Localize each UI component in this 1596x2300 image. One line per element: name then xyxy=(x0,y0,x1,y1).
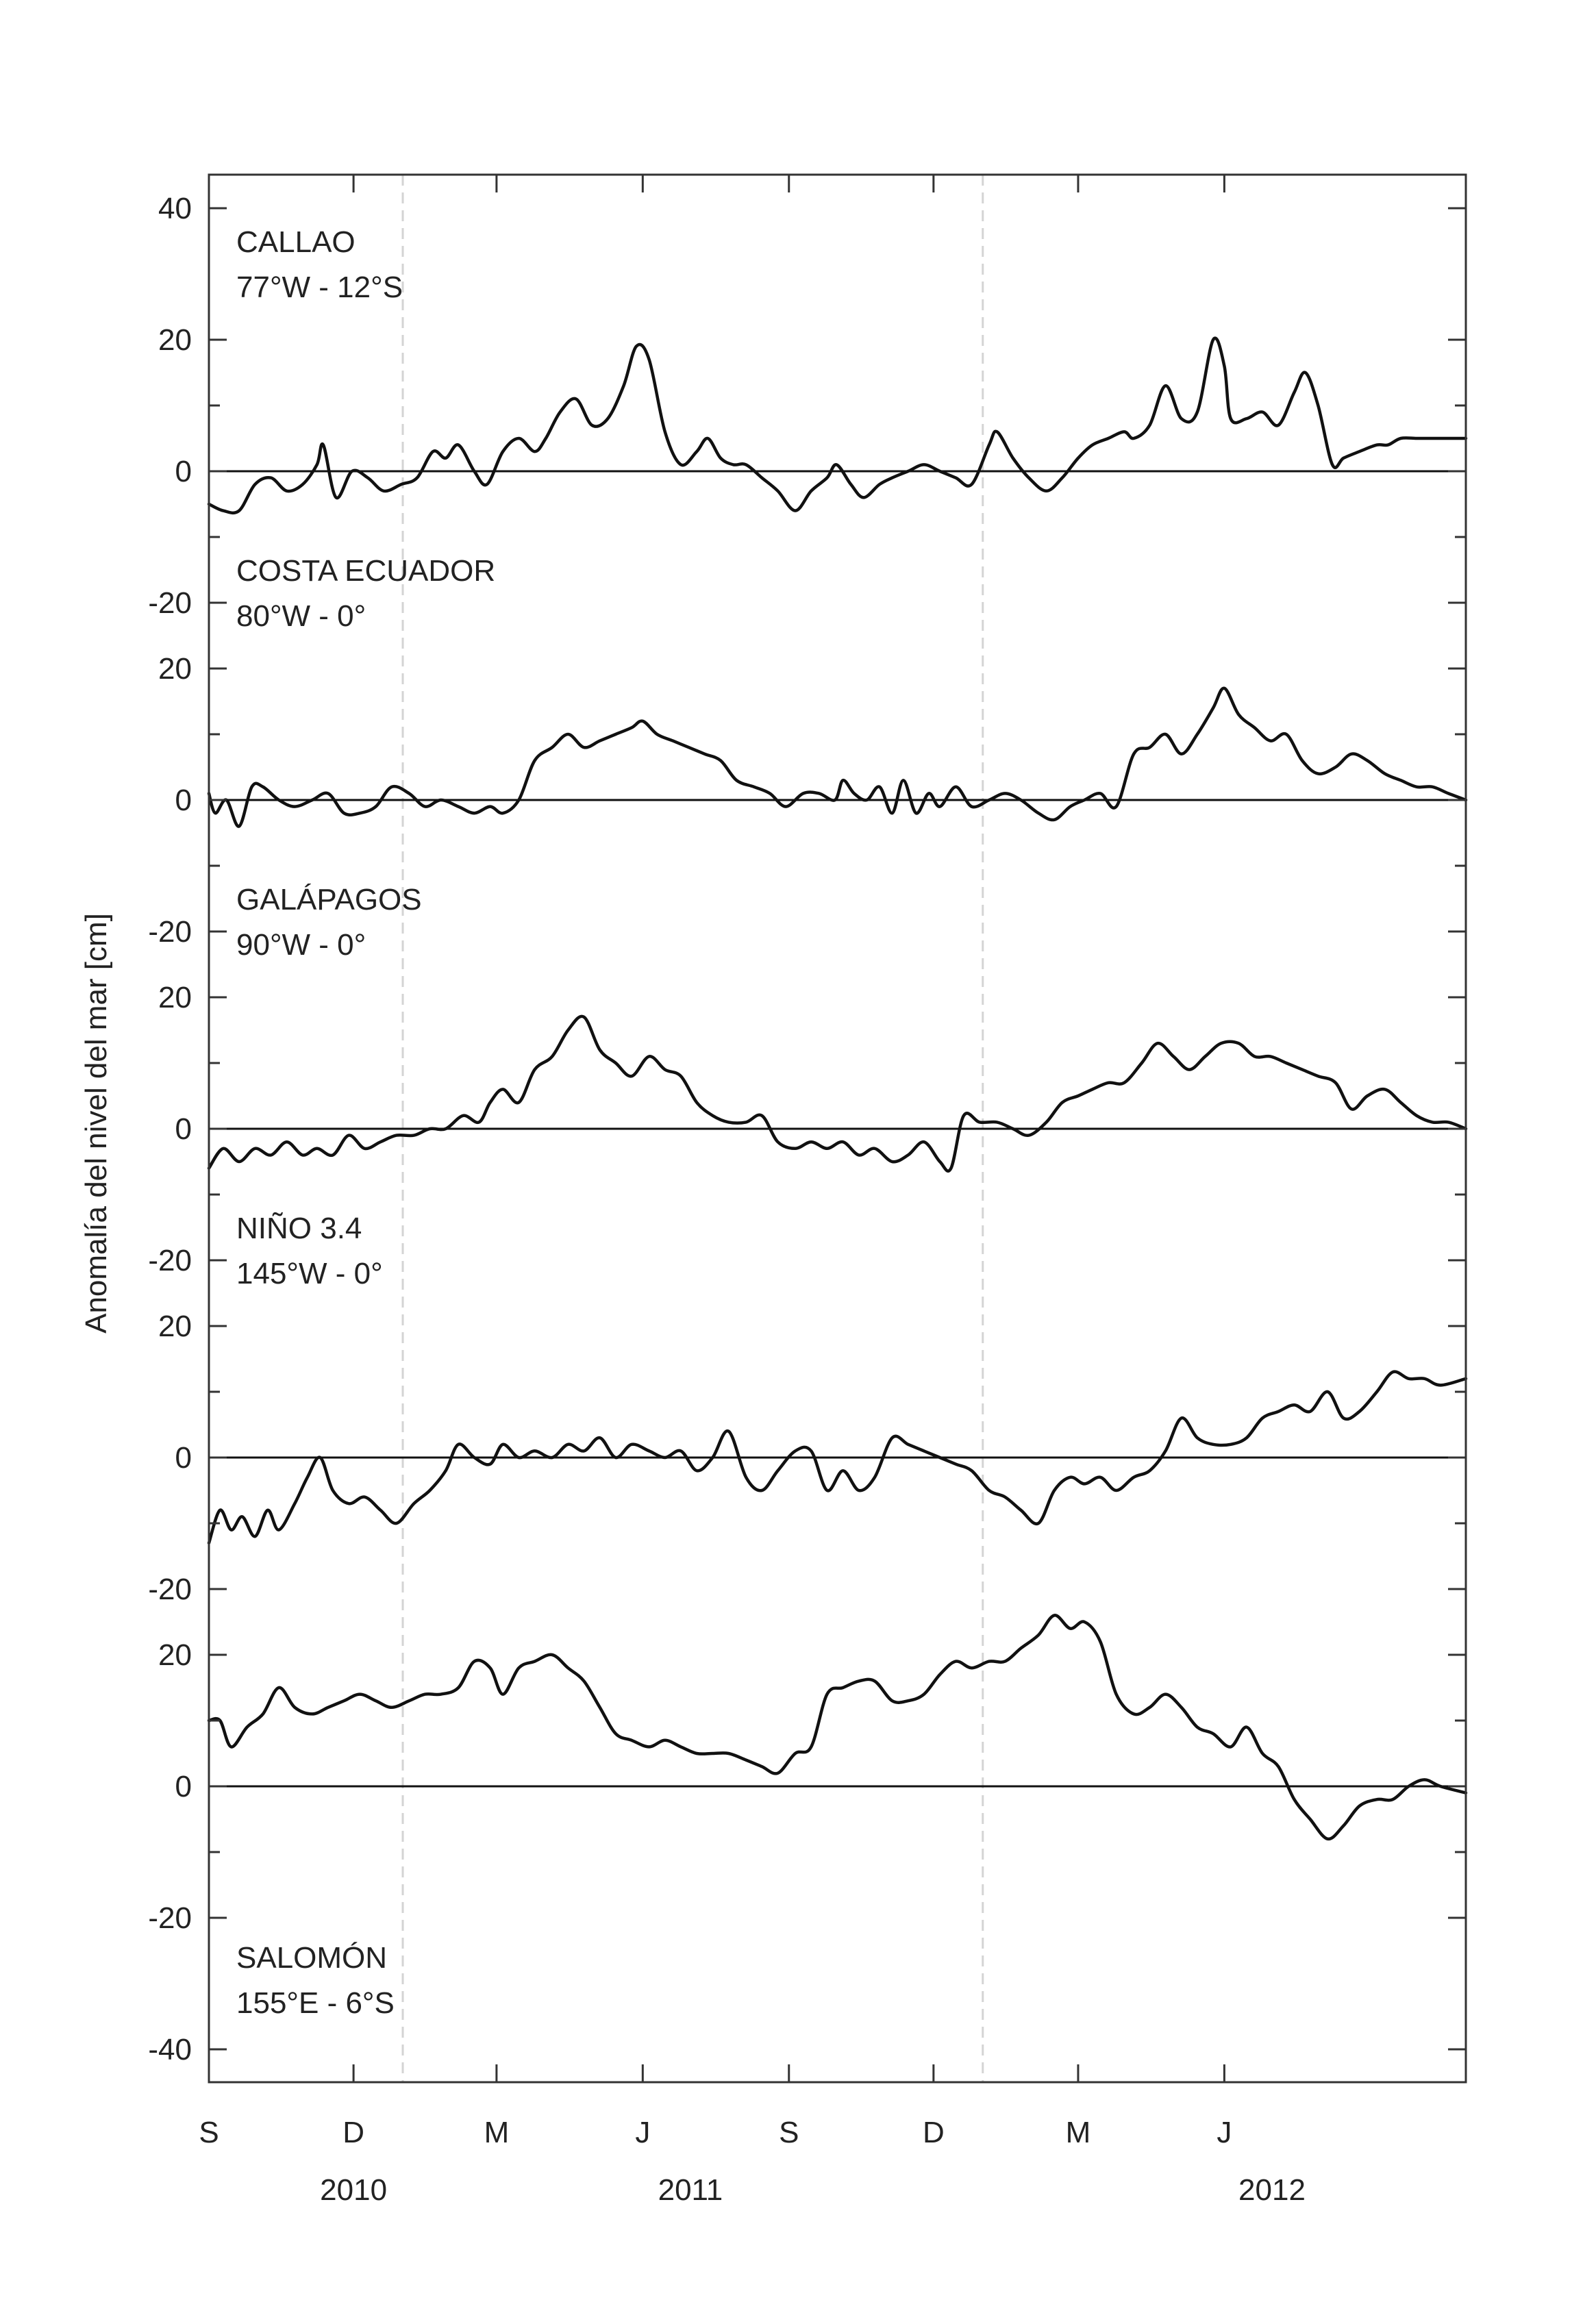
y-tick-label: -20 xyxy=(148,915,192,949)
panel-labels: CALLAO 77°W - 12°S COSTA ECUADOR 80°W - 0° G… xyxy=(236,225,495,2020)
x-tick-label: J xyxy=(635,2116,650,2149)
panel-name: GALÁPAGOS xyxy=(236,883,422,916)
panel-coords: 155°E - 6°S xyxy=(236,1986,395,2020)
series-line-1 xyxy=(207,336,1468,515)
series-line-2 xyxy=(207,686,1468,828)
panel-coords: 90°W - 0° xyxy=(236,928,366,962)
x-tick-label: D xyxy=(342,2116,364,2149)
series-lines xyxy=(207,336,1468,1841)
y-tick-label: 0 xyxy=(175,1441,192,1475)
x-tick-label: M xyxy=(1066,2116,1091,2149)
panel-name: NIÑO 3.4 xyxy=(236,1211,362,1245)
x-tick-label: M xyxy=(484,2116,510,2149)
panel-name: SALOMÓN xyxy=(236,1941,387,1975)
series-line-5 xyxy=(207,1614,1468,1841)
y-tick-label: 20 xyxy=(158,323,192,357)
y-tick-label: 0 xyxy=(175,455,192,488)
series-line-3 xyxy=(207,1014,1468,1173)
y-tick-label: 0 xyxy=(175,784,192,817)
panel-coords: 145°W - 0° xyxy=(236,1257,383,1290)
year-label: 2012 xyxy=(1238,2173,1306,2207)
y-tick-label: 0 xyxy=(175,1112,192,1146)
year-labels: 2010 2011 2012 xyxy=(320,2173,1306,2207)
panel-name: COSTA ECUADOR xyxy=(236,554,495,588)
y-tick-label: -20 xyxy=(148,1244,192,1277)
year-label: 2011 xyxy=(658,2173,723,2207)
y-tick-label: 0 xyxy=(175,1770,192,1803)
y-tick-label: 20 xyxy=(158,981,192,1014)
panel-coords: 80°W - 0° xyxy=(236,599,366,633)
y-tick-label: -40 xyxy=(148,2033,192,2066)
x-tick-label: S xyxy=(779,2116,799,2149)
y-axis-label: Anomalía del nivel del mar [cm] xyxy=(79,913,113,1334)
y-tick-label: -20 xyxy=(148,586,192,620)
year-label: 2010 xyxy=(320,2173,387,2207)
series-line-4 xyxy=(207,1370,1468,1545)
panel-coords: 77°W - 12°S xyxy=(236,271,403,304)
y-tick-label: 40 xyxy=(158,192,192,225)
y-tick-label: -20 xyxy=(148,1901,192,1935)
axis-ticks xyxy=(208,175,1466,2082)
y-tick-label: 20 xyxy=(158,1310,192,1343)
y-tick-labels: 40 20 0 -20 20 0 -20 20 0 -20 20 0 -20 20 0 -20 -40 xyxy=(148,192,192,2066)
zero-lines xyxy=(209,470,1466,1788)
y-tick-label: -20 xyxy=(148,1573,192,1606)
y-tick-label: 20 xyxy=(158,1638,192,1672)
x-tick-label: D xyxy=(923,2116,945,2149)
y-tick-label: 20 xyxy=(158,652,192,686)
panel-name: CALLAO xyxy=(236,225,356,259)
x-tick-label: J xyxy=(1217,2116,1232,2149)
x-tick-label: S xyxy=(199,2116,219,2149)
